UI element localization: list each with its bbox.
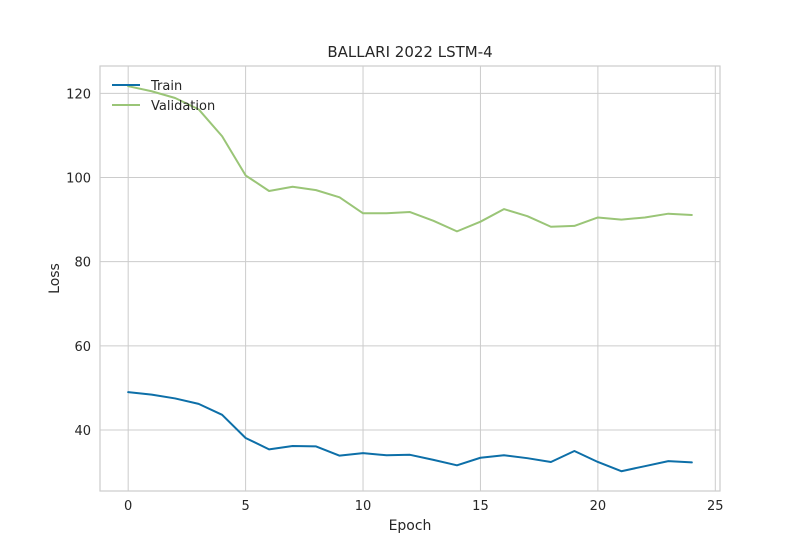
x-tick-labels: 0 5 10 15 20 25 (124, 499, 724, 514)
plot-frame (99, 65, 721, 492)
y-tick-label: 80 (74, 256, 91, 271)
x-tick-label: 25 (707, 499, 724, 514)
x-tick-label: 10 (355, 499, 372, 514)
y-tick-label: 60 (74, 340, 91, 355)
y-tick-label: 40 (74, 424, 91, 439)
y-tick-labels: 40 60 80 100 120 (66, 87, 91, 439)
x-tick-label: 20 (590, 499, 607, 514)
x-tick-label: 5 (241, 499, 249, 514)
x-axis-label: Epoch (389, 518, 432, 534)
x-tick-label: 0 (124, 499, 132, 514)
y-tick-label: 120 (66, 87, 91, 102)
chart-title: BALLARI 2022 LSTM-4 (327, 43, 492, 61)
x-tick-label: 15 (472, 499, 489, 514)
y-axis-label: Loss (47, 263, 63, 294)
series-line-train (127, 391, 693, 473)
legend-label-train: Train (150, 79, 182, 94)
series-line-validation (127, 85, 693, 233)
grid (100, 66, 720, 491)
legend: Train Validation (112, 79, 215, 114)
series-layer (127, 85, 693, 473)
y-tick-label: 100 (66, 172, 91, 187)
legend-label-validation: Validation (151, 99, 215, 114)
